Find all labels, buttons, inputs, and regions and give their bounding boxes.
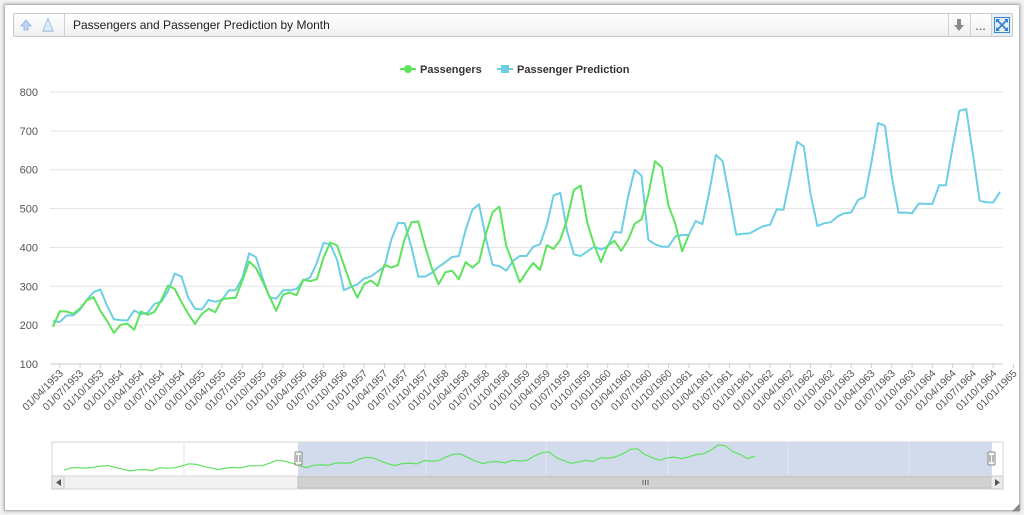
more-button[interactable]: ...: [970, 14, 990, 36]
legend-label: Passengers: [420, 64, 482, 76]
y-tick-label: 300: [20, 281, 38, 293]
download-icon[interactable]: [948, 14, 968, 36]
funnel-icon[interactable]: [38, 14, 58, 36]
legend-item-passengers[interactable]: Passengers: [400, 64, 482, 76]
legend-label: Passenger Prediction: [517, 64, 630, 76]
scroll-left-arrow-icon: [56, 479, 61, 486]
legend-item-passenger-prediction[interactable]: Passenger Prediction: [497, 64, 630, 76]
panel-titlebar: Passengers and Passenger Prediction by M…: [13, 13, 1013, 37]
y-tick-label: 500: [20, 204, 38, 216]
legend-marker: [404, 65, 412, 73]
y-tick-label: 400: [20, 242, 38, 254]
scroll-right-arrow-icon: [995, 479, 1000, 486]
series-line-passengers: [52, 160, 690, 334]
legend-marker: [501, 65, 509, 73]
panel-title: Passengers and Passenger Prediction by M…: [64, 14, 330, 36]
y-tick-label: 700: [20, 126, 38, 138]
chart-panel: Passengers and Passenger Prediction by M…: [4, 4, 1020, 511]
navigator-left-handle[interactable]: [294, 451, 303, 466]
maximize-icon[interactable]: [991, 14, 1011, 36]
y-axis: 100 200 300 400 500 600 700 800: [20, 87, 38, 371]
y-tick-label: 100: [20, 359, 38, 371]
navigator-right-handle[interactable]: [987, 451, 996, 466]
resize-grip-icon[interactable]: ◢: [1012, 502, 1020, 513]
plot-area: [52, 108, 1001, 334]
chart-grid: [50, 91, 1003, 365]
y-tick-label: 200: [20, 320, 38, 332]
range-navigator[interactable]: [51, 441, 1004, 490]
chart-legend: Passengers Passenger Prediction: [400, 64, 630, 76]
arrow-up-icon[interactable]: [16, 14, 36, 36]
navigator-scrollbar-thumb[interactable]: [297, 476, 992, 489]
y-tick-label: 800: [20, 87, 38, 99]
x-axis: 01/04/195301/07/195301/10/195301/01/1954…: [20, 364, 1020, 413]
navigator-series-passengers: [63, 444, 756, 472]
navigator-selection: [298, 442, 992, 476]
y-tick-label: 600: [20, 165, 38, 177]
series-line-passenger-prediction: [52, 108, 1001, 323]
